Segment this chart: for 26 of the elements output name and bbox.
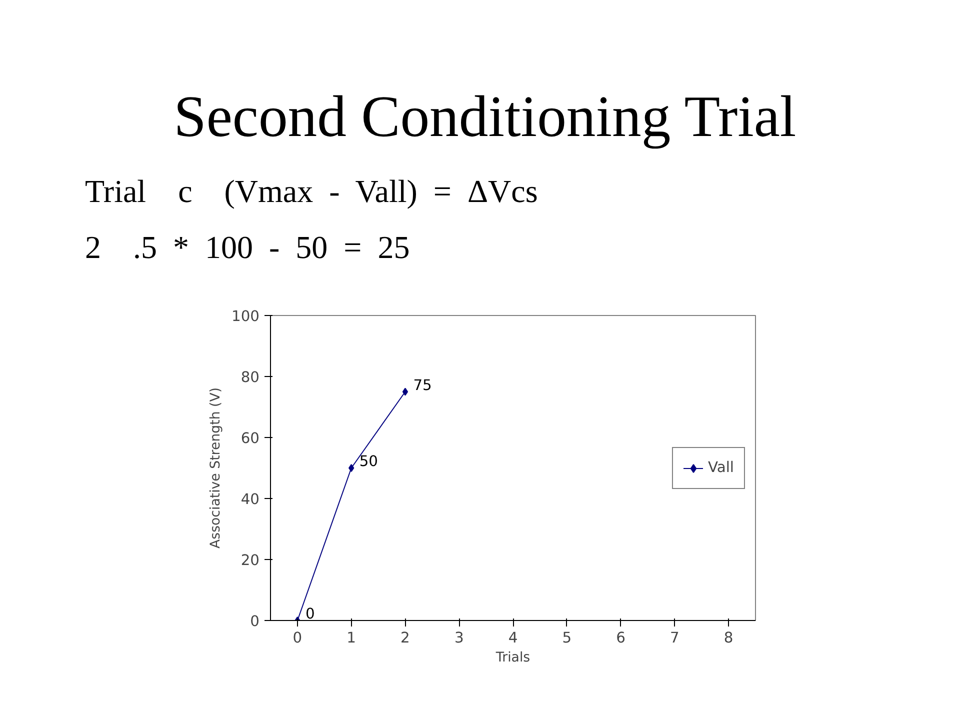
text: Trial c (Vmax - Vall) = ΔVcs — [85, 172, 538, 211]
x-tick-label: 1 — [346, 630, 356, 647]
y-axis-title: Associative Strength (V) — [208, 388, 224, 549]
x-tick-label: 7 — [670, 630, 680, 647]
x-tick-label: 3 — [454, 630, 464, 647]
y-tick-label: 100 — [232, 308, 260, 326]
y-tick-label: 20 — [240, 552, 260, 570]
x-tick-label: 4 — [508, 630, 518, 647]
point — [348, 464, 354, 472]
x-tick-label: 0 — [292, 630, 302, 647]
y-tick-label: 40 — [240, 491, 260, 508]
y-tick-label: 0 — [250, 613, 260, 630]
data-label: 75 — [413, 376, 432, 394]
x-tick-label: 5 — [562, 630, 572, 647]
point — [402, 388, 408, 396]
chart-title: Second Conditioning Trial — [174, 83, 796, 151]
y-tick-label: 80 — [240, 369, 260, 386]
data-label: 50 — [359, 453, 378, 470]
legend-label: Vall — [708, 459, 734, 476]
x-tick-label: 8 — [724, 630, 734, 647]
data-label: 0 — [305, 606, 315, 623]
x-tick-label: 6 — [616, 630, 626, 647]
y-tick-label: 60 — [240, 430, 260, 448]
text: 2 .5 * 100 - 50 = 25 — [85, 228, 410, 267]
x-axis-title: Trials — [494, 650, 530, 666]
x-tick-label: 2 — [400, 630, 410, 647]
